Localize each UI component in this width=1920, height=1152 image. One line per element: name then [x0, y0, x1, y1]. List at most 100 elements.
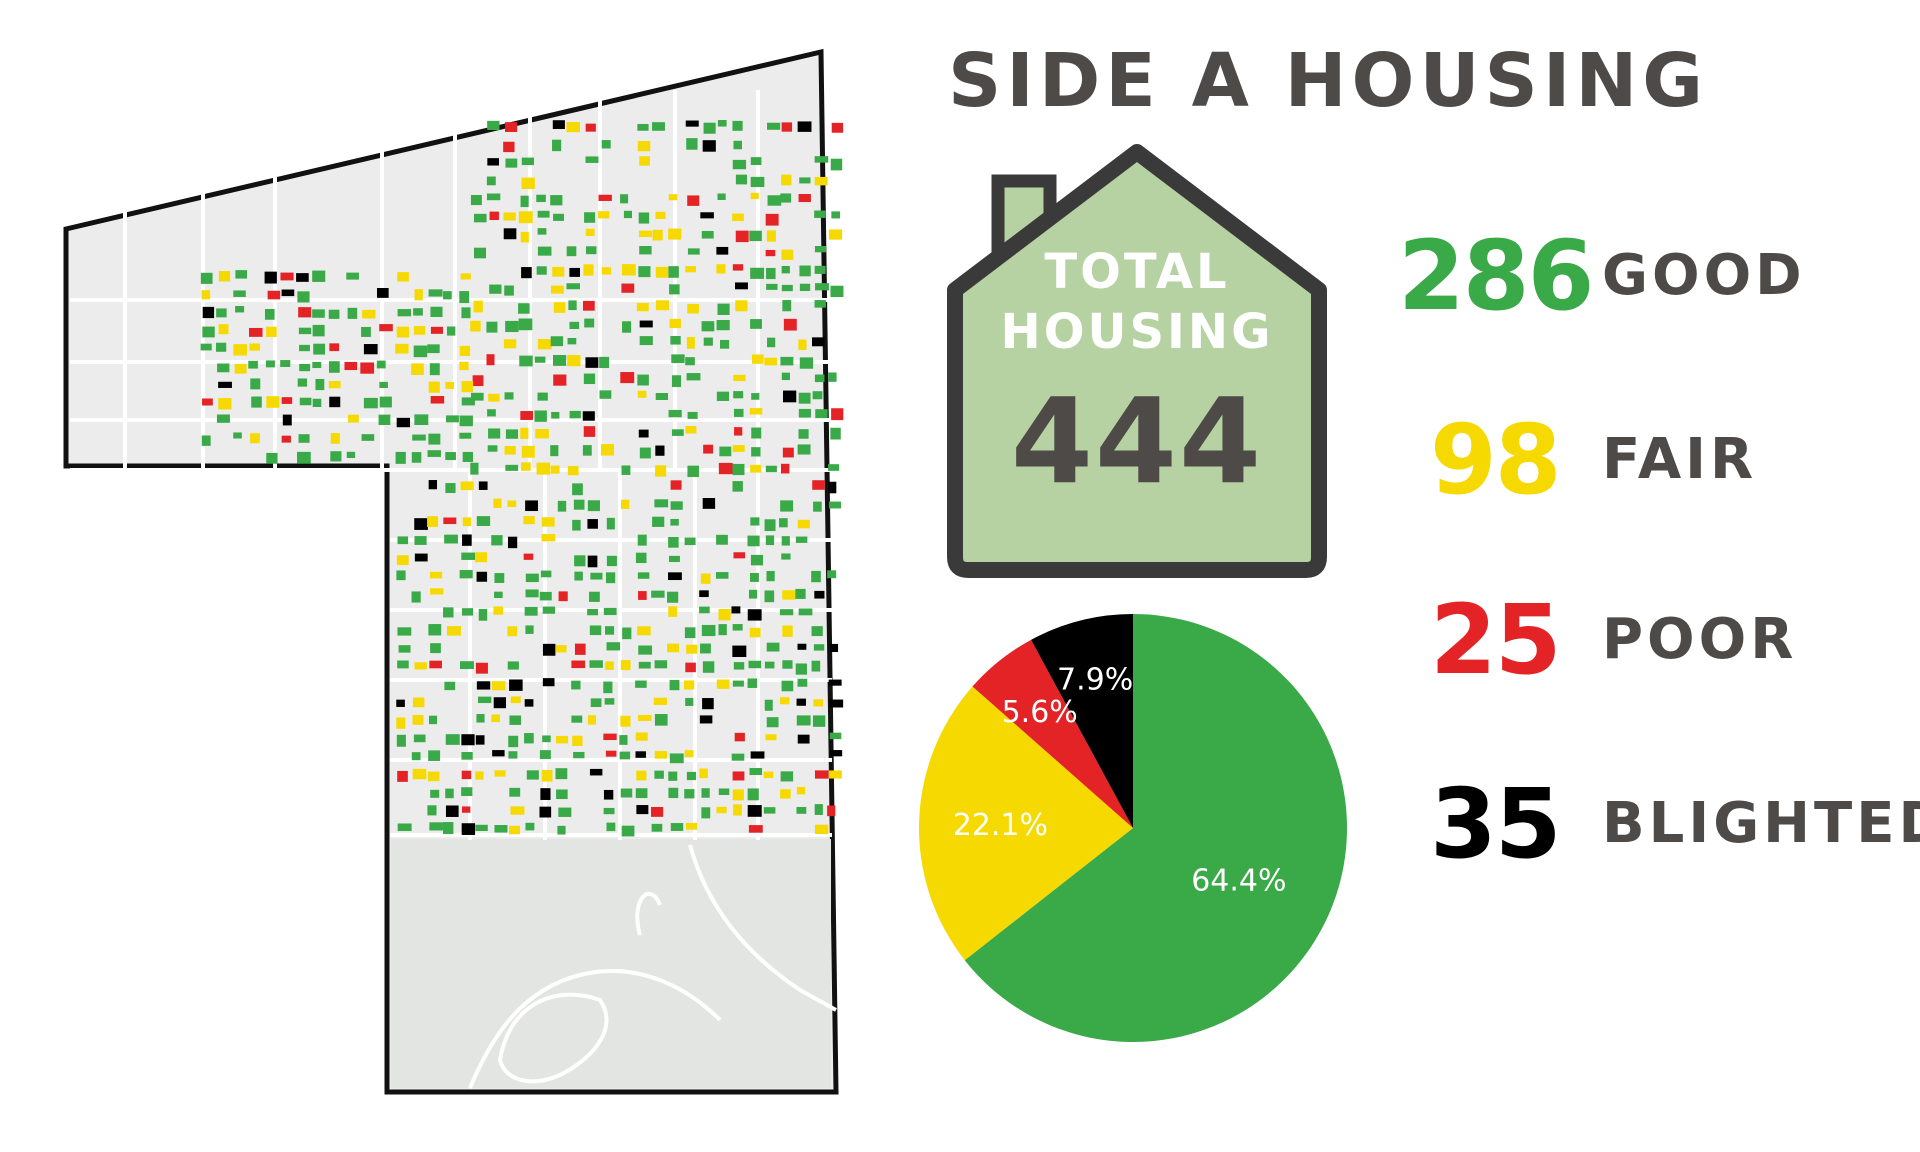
parcel — [654, 499, 669, 508]
parcel — [620, 788, 633, 798]
parcel — [603, 681, 613, 694]
stat-fair-label: FAIR — [1602, 427, 1758, 492]
parcel — [567, 355, 581, 367]
parcel — [378, 414, 391, 425]
parcel — [428, 750, 441, 761]
parcel — [459, 345, 471, 357]
parcel — [718, 609, 731, 621]
parcel — [585, 228, 595, 236]
parcel — [299, 363, 311, 372]
parcel — [587, 500, 600, 512]
parcel — [601, 267, 612, 275]
parcel — [460, 661, 474, 670]
pie-slice-poor — [972, 639, 1133, 828]
parcel — [799, 283, 811, 292]
parcel — [766, 230, 776, 242]
parcel — [379, 324, 393, 332]
parcel — [585, 357, 599, 368]
parcel — [749, 768, 763, 776]
parcel — [716, 391, 730, 401]
parcel — [443, 822, 454, 835]
parcel — [494, 591, 503, 599]
parcel — [717, 193, 726, 200]
parcel — [217, 363, 230, 373]
parcel — [637, 374, 649, 386]
parcel — [363, 344, 378, 355]
parcel — [619, 751, 631, 760]
parcel — [599, 356, 610, 369]
parcel — [748, 589, 758, 599]
parcel — [520, 427, 529, 439]
parcel — [637, 390, 647, 398]
parcel — [747, 805, 762, 817]
parcel — [732, 481, 743, 492]
total-value: 444 — [1010, 372, 1264, 510]
parcel — [572, 519, 581, 531]
map-boundary — [63, 48, 839, 1095]
parcel — [582, 411, 595, 421]
parcel — [621, 825, 635, 837]
parcel — [487, 445, 498, 452]
parcel — [396, 417, 411, 428]
parcel — [637, 141, 651, 152]
parcel — [654, 714, 668, 726]
parcel — [703, 337, 713, 346]
parcel — [536, 266, 547, 275]
stat-blighted-value: 35 — [1430, 768, 1562, 880]
parcel — [493, 697, 507, 709]
parcel — [470, 194, 482, 206]
parcel — [414, 518, 428, 530]
parcel — [552, 120, 565, 130]
parcel — [747, 609, 762, 621]
parcel — [494, 825, 508, 833]
parcel — [248, 360, 258, 369]
parcel — [828, 464, 840, 471]
parcel — [202, 326, 215, 338]
parcel — [444, 534, 458, 544]
parcel — [344, 361, 358, 371]
parcel — [521, 267, 532, 279]
parcel — [797, 444, 811, 455]
total-label-line1: TOTAL — [1044, 244, 1230, 300]
parcel — [783, 318, 797, 331]
parcel — [542, 643, 556, 656]
parcel — [654, 660, 668, 669]
parcel — [542, 606, 556, 614]
parcel — [558, 807, 572, 817]
parcel — [459, 570, 473, 579]
parcel — [715, 572, 729, 579]
parcel — [574, 571, 583, 581]
parcel — [780, 463, 790, 474]
parcel — [668, 194, 678, 201]
stat-good-value: 286 — [1398, 220, 1594, 332]
parcel — [376, 360, 386, 369]
parcel — [518, 318, 533, 331]
parcel — [783, 390, 797, 403]
parcel — [411, 752, 421, 761]
parcel — [541, 770, 553, 782]
parcel — [462, 451, 473, 462]
parcel — [361, 434, 375, 441]
parcel — [781, 265, 790, 274]
parcel — [551, 411, 560, 419]
parcel — [815, 409, 828, 419]
parcel — [701, 807, 711, 819]
parcel — [397, 823, 412, 832]
parcel — [475, 552, 488, 563]
parcel — [446, 415, 459, 423]
parcel — [655, 465, 667, 477]
parcel — [638, 429, 649, 438]
parcel — [767, 122, 781, 130]
parcel — [414, 289, 423, 301]
parcel — [550, 336, 564, 347]
parcel — [583, 264, 594, 276]
parcel — [651, 823, 663, 832]
parcel — [732, 645, 747, 658]
parcel — [750, 176, 765, 188]
parcel — [461, 608, 474, 616]
parcel — [622, 627, 632, 640]
parcel — [282, 414, 292, 426]
parcel — [735, 300, 748, 312]
parcel — [637, 534, 647, 546]
